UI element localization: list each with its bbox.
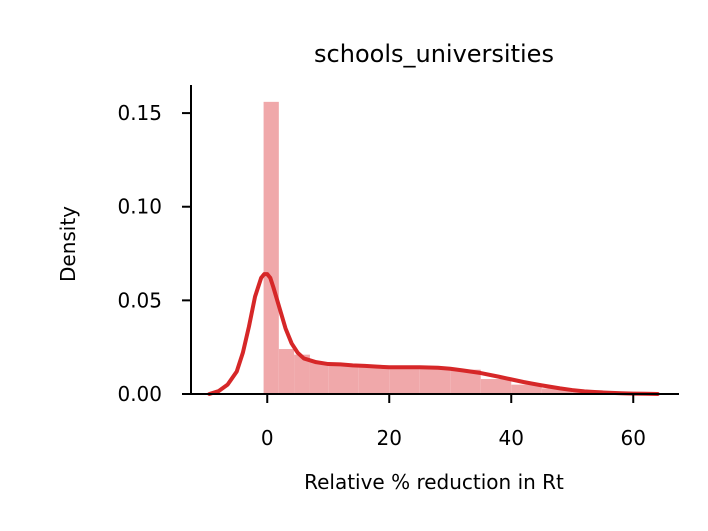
y-axis-label: Density bbox=[56, 206, 80, 282]
x-tick-label: 20 bbox=[377, 426, 402, 450]
x-ticks: 0 20 40 60 bbox=[261, 394, 646, 450]
histogram-bar bbox=[419, 367, 451, 394]
histogram-bar bbox=[309, 362, 329, 394]
histogram-bar bbox=[294, 354, 310, 394]
y-tick-label: 0.00 bbox=[117, 382, 162, 406]
histogram-bar bbox=[328, 364, 359, 394]
histogram-bar bbox=[480, 379, 512, 394]
x-axis-label: Relative % reduction in Rt bbox=[304, 470, 564, 494]
histogram-bar bbox=[278, 349, 295, 394]
y-tick-label: 0.15 bbox=[117, 101, 162, 125]
x-tick-label: 60 bbox=[621, 426, 646, 450]
chart-title: schools_universities bbox=[314, 40, 554, 68]
histogram-bar bbox=[263, 101, 279, 394]
x-tick-label: 0 bbox=[261, 426, 274, 450]
histogram-bar bbox=[358, 365, 390, 394]
kde-curve bbox=[207, 272, 660, 396]
histogram-bar bbox=[389, 367, 420, 394]
x-tick-label: 40 bbox=[499, 426, 524, 450]
y-tick-label: 0.05 bbox=[117, 288, 162, 312]
histogram-bar bbox=[511, 384, 542, 394]
y-tick-label: 0.10 bbox=[117, 195, 162, 219]
histogram-bar bbox=[541, 388, 573, 394]
y-ticks: 0.00 0.05 0.10 0.15 bbox=[117, 101, 191, 406]
histogram-bars bbox=[263, 101, 658, 394]
